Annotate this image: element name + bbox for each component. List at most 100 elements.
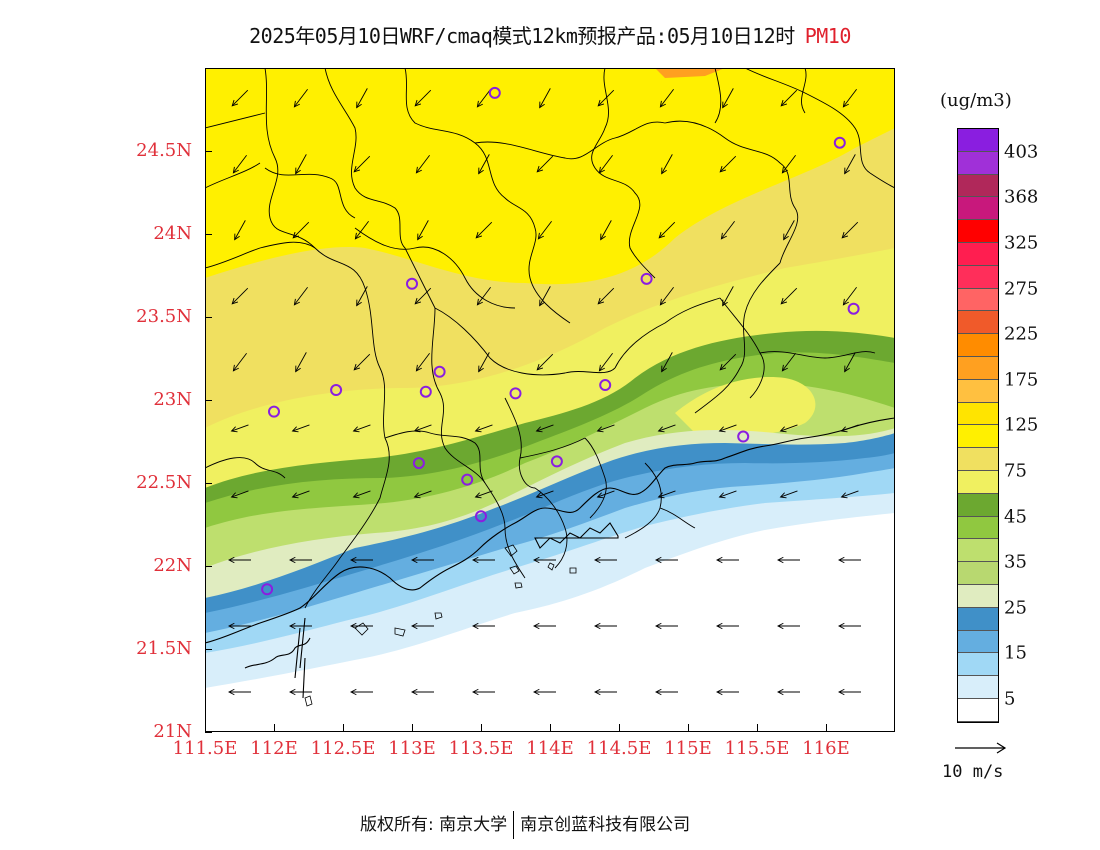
colorbar-swatch [958, 653, 998, 677]
wind-vector-arrow [474, 490, 493, 499]
monitoring-station-marker [847, 302, 860, 315]
wind-vector-arrow [411, 622, 434, 630]
monitoring-station-marker [475, 510, 487, 523]
islands [304, 544, 577, 707]
colorbar-label: 325 [1004, 232, 1039, 254]
wind-vector-arrow [228, 556, 251, 564]
wind-vector-arrow [232, 154, 247, 174]
colorbar-swatch [958, 448, 998, 471]
footer-separator [513, 811, 515, 839]
colorbar-swatch [958, 379, 998, 403]
wind-vector-arrow [415, 352, 430, 372]
wind-vector-arrow [838, 556, 861, 564]
wind-vector-arrow [472, 556, 495, 564]
monitoring-station-marker [737, 430, 750, 443]
pm10-band-175 [655, 68, 725, 78]
wind-vector-arrow [535, 490, 554, 499]
wind-vector-arrow [536, 353, 554, 371]
monitoring-station-marker [833, 136, 846, 149]
wind-vector-arrow [722, 286, 734, 307]
colorbar-swatch [958, 265, 998, 289]
wind-vector-arrow [598, 154, 613, 174]
wind-vector-arrow [353, 155, 371, 173]
lon-tick-mark [274, 724, 275, 731]
lat-tick-label: 24N [153, 223, 192, 244]
wind-vector-arrow [783, 220, 795, 241]
wind-vector-arrow [716, 556, 739, 564]
wind-vector-arrow [356, 286, 368, 307]
monitoring-station-marker [406, 277, 418, 290]
colorbar-label: 35 [1004, 551, 1027, 573]
monitoring-station-marker [509, 387, 522, 400]
lon-tick-mark [550, 724, 551, 731]
wind-vector-arrow [779, 490, 798, 499]
colorbar-swatch [958, 630, 998, 654]
monitoring-station-marker [550, 455, 563, 468]
lat-tick-mark [205, 732, 212, 733]
colorbar-swatch [958, 288, 998, 312]
lon-tick-mark [619, 724, 620, 731]
station-markers [261, 86, 860, 596]
wind-vector-arrow [289, 688, 312, 696]
wind-vector-arrow [413, 490, 432, 499]
wind-vector-arrow [657, 424, 676, 433]
variable-label: PM10 [804, 24, 852, 48]
wind-vector-arrow [779, 424, 798, 433]
colorbar-swatch [958, 356, 998, 380]
colorbar-swatch [958, 242, 998, 266]
wind-vector-arrow [594, 688, 617, 696]
lon-tick-label: 114E [526, 738, 574, 759]
wind-vector-arrow [655, 556, 678, 564]
wind-vector-arrow [413, 424, 432, 433]
pm10-inland-patch [675, 377, 816, 436]
wind-vector-arrow [597, 287, 615, 305]
wind-vector-arrow [718, 490, 737, 499]
wind-vector-arrow [718, 424, 737, 433]
wind-vector-arrow [720, 220, 735, 240]
colorbar-swatch [958, 151, 998, 175]
colorbar-swatch [958, 129, 998, 152]
wind-vector-arrow [539, 88, 551, 109]
colorbar-swatch [958, 174, 998, 198]
wind-vector-arrow [600, 220, 612, 241]
wind-vector-arrow [414, 287, 432, 305]
wind-key-arrow-icon [955, 742, 1007, 754]
lon-tick-mark [481, 724, 482, 731]
lat-tick-mark [205, 400, 212, 401]
wind-vector-arrow [228, 622, 251, 630]
wind-vector-arrow [472, 688, 495, 696]
wind-vector-arrow [415, 154, 430, 174]
lon-tick-mark [412, 724, 413, 731]
wind-vector-arrow [842, 286, 857, 306]
lon-tick-label: 114.5E [586, 738, 652, 759]
wind-vector-arrow [777, 688, 800, 696]
wind-vector-arrow [295, 154, 307, 175]
wind-vector-arrow [417, 220, 429, 241]
wind-vector-arrow [719, 155, 737, 173]
wind-vector-arrow [533, 688, 556, 696]
colorbar-label: 225 [1004, 323, 1039, 345]
wind-vector-arrow [353, 353, 371, 371]
wind-vector-arrow [655, 688, 678, 696]
wind-vector-arrow [716, 622, 739, 630]
wind-vector-arrow [844, 352, 856, 373]
lat-tick-mark [205, 566, 212, 567]
wind-vector-arrow [838, 688, 861, 696]
colorbar [957, 128, 999, 723]
wind-vector-arrow [350, 622, 373, 630]
lon-tick-label: 115.5E [724, 738, 790, 759]
copyright-footer: 版权所有: 南京大学 南京创蓝科技有限公司 [360, 810, 690, 839]
wind-vector-arrow [777, 556, 800, 564]
wind-vector-arrow [476, 286, 491, 306]
colorbar-label: 125 [1004, 414, 1039, 436]
wind-vector-arrow [231, 89, 249, 107]
colorbar-swatch [958, 334, 998, 357]
wind-vector-arrow [596, 490, 615, 499]
wind-vector-arrow [716, 688, 739, 696]
pm10-band-0 [205, 513, 895, 732]
wind-vector-arrow [719, 353, 737, 371]
colorbar-swatch [958, 470, 998, 494]
wind-vector-arrow [842, 88, 857, 108]
lon-tick-label: 111.5E [172, 738, 238, 759]
wind-vector-arrow [472, 622, 495, 630]
